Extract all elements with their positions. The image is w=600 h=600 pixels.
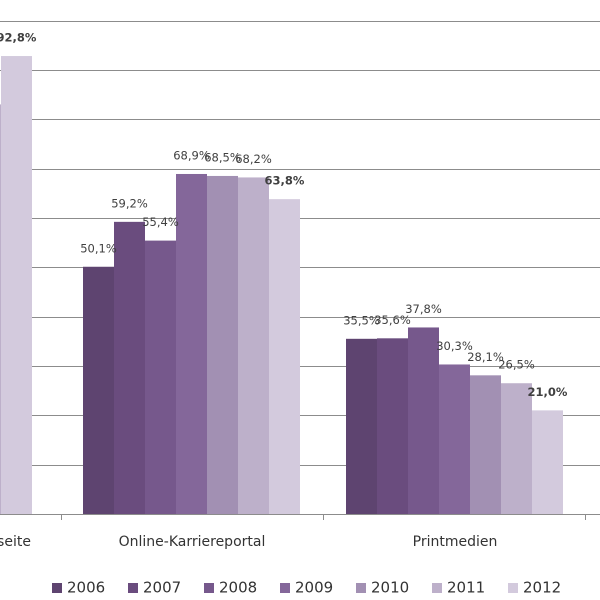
legend: 2006 2007 2008 2009 2010 2011 2012 — [52, 579, 561, 597]
legend-swatch-2009 — [280, 583, 290, 593]
data-label-2011-3: 26,5% — [498, 358, 535, 372]
bar-2009-2 — [176, 173, 207, 514]
bar-2011-2 — [238, 177, 269, 515]
data-label-2010-2: 68,5% — [204, 150, 241, 164]
legend-label-2007: 2007 — [143, 579, 181, 597]
x-axis: seite Online-Karriereportal Printmedien — [0, 514, 600, 550]
category-label-3: Printmedien — [413, 534, 498, 550]
data-label-2012-3: 21,0% — [528, 385, 568, 399]
bar-2006-2 — [83, 266, 114, 514]
data-label-2009-2: 68,9% — [173, 148, 210, 162]
legend-label-2010: 2010 — [371, 579, 409, 597]
category-label-2: Online-Karriereportal — [119, 534, 266, 550]
data-label-2011-2: 68,2% — [235, 152, 272, 166]
bar-2006-3 — [346, 338, 377, 514]
data-label-2009-3: 30,3% — [436, 339, 473, 353]
legend-swatch-2010 — [356, 583, 366, 593]
bar-2007-2 — [114, 221, 145, 514]
bar-2011-1 — [0, 104, 1, 515]
legend-swatch-2007 — [128, 583, 138, 593]
data-label-2006-3: 35,5% — [343, 313, 380, 327]
category-label-1: seite — [0, 534, 31, 550]
data-labels: %92,8%50,1%59,2%55,4%68,9%68,5%68,2%63,8… — [0, 31, 568, 399]
bars — [0, 56, 563, 515]
bar-2009-3 — [439, 364, 470, 514]
data-label-2007-2: 59,2% — [111, 196, 148, 210]
legend-label-2012: 2012 — [523, 579, 561, 597]
legend-label-2006: 2006 — [67, 579, 105, 597]
data-label-2012-1: 92,8% — [0, 31, 37, 45]
legend-swatch-2012 — [508, 583, 518, 593]
bar-2012-2 — [269, 199, 300, 514]
legend-label-2009: 2009 — [295, 579, 333, 597]
legend-label-2011: 2011 — [447, 579, 485, 597]
data-label-2010-3: 28,1% — [467, 350, 504, 364]
legend-swatch-2011 — [432, 583, 442, 593]
bar-2010-2 — [207, 175, 238, 514]
data-label-2008-3: 37,8% — [405, 302, 442, 316]
legend-swatch-2006 — [52, 583, 62, 593]
data-label-2007-3: 35,6% — [374, 313, 411, 327]
bar-2007-3 — [377, 338, 408, 514]
bar-2008-3 — [408, 327, 439, 514]
bar-2011-3 — [501, 383, 532, 514]
bar-2012-3 — [532, 410, 563, 514]
data-label-2012-2: 63,8% — [265, 174, 305, 188]
bar-2012-1 — [1, 56, 32, 514]
data-label-2008-2: 55,4% — [142, 215, 179, 229]
data-label-2006-2: 50,1% — [80, 241, 117, 255]
legend-swatch-2008 — [204, 583, 214, 593]
bar-2008-2 — [145, 240, 176, 514]
legend-label-2008: 2008 — [219, 579, 257, 597]
bar-2010-3 — [470, 375, 501, 514]
